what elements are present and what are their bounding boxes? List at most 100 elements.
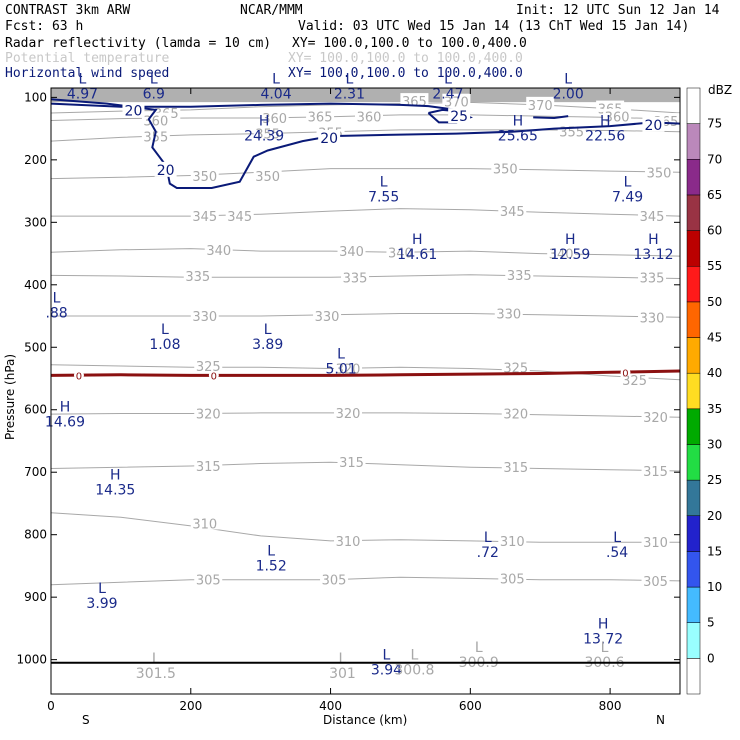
marker-value: 1.52 [256, 558, 287, 574]
field-potential-temperature-xy: XY= 100.0,100.0 to 100.0,400.0 [288, 51, 523, 66]
theta-label-bg [190, 308, 219, 323]
theta-label-bg [141, 112, 170, 127]
theta-label-bg [638, 269, 667, 284]
plot-background [51, 88, 680, 694]
colorbar-swatch [686, 265, 701, 303]
marker-low: L [380, 175, 388, 191]
marker-low: L [601, 640, 609, 656]
marker-value: .54 [606, 545, 628, 561]
marker-low: L [150, 72, 158, 88]
marker-value: 7.55 [368, 190, 399, 206]
marker-value: 300.8 [394, 663, 434, 679]
theta-label-bg [194, 571, 223, 586]
colorbar-swatch [686, 87, 701, 124]
colorbar-level-label: 60 [707, 224, 722, 238]
theta-label: 365 [402, 95, 427, 110]
theta-label: 320 [503, 407, 528, 422]
theta-label-bg [204, 241, 233, 256]
field-radar-reflectivity-xy: XY= 100.0,100.0 to 100.0,400.0 [292, 36, 527, 51]
theta-label-bg [603, 108, 632, 123]
colorbar-level-label: 45 [707, 331, 722, 345]
colorbar-level-label: 25 [707, 473, 722, 487]
theta-label-bg [183, 268, 212, 283]
marker-value: 25.65 [498, 128, 538, 144]
theta-label: 360 [143, 114, 168, 129]
wind-label-bg [642, 116, 665, 132]
theta-label-bg [494, 305, 523, 320]
marker-high: H [600, 113, 611, 129]
theta-label: 330 [192, 310, 217, 325]
theta-label-bg [194, 457, 223, 472]
theta-label: 310 [643, 536, 668, 551]
colorbar-swatch [686, 408, 701, 445]
zero-reflectivity-line: 0 0 0 [50, 368, 681, 382]
x-end-label-north: N [656, 713, 665, 727]
theta-label-bg [337, 454, 366, 469]
marker-value: 14.35 [95, 483, 135, 499]
theta-label: 370 [528, 99, 553, 114]
theta-label: 325 [196, 360, 221, 375]
field-radar-reflectivity: Radar reflectivity (lamda = 10 cm) [5, 36, 271, 51]
x-tick-label: 600 [459, 699, 482, 713]
colorbar-swatch [686, 337, 701, 374]
theta-label-bg [306, 108, 335, 123]
theta-label-bg [491, 160, 520, 175]
marker-high: H [412, 232, 423, 248]
theta-label: 335 [507, 269, 532, 284]
marker-low: L [613, 530, 621, 546]
theta-label: 340 [549, 248, 574, 263]
wind-label: 25 [450, 109, 468, 125]
theta-label-bg [190, 208, 219, 223]
marker-low: L [98, 581, 106, 597]
theta-label-bg [320, 571, 349, 586]
zero-label-bg [208, 371, 219, 380]
colorbar-swatch [686, 551, 701, 588]
theta-label-bg [498, 570, 527, 585]
marker-high: H [60, 400, 71, 416]
theta-label-bg [386, 244, 415, 259]
theta-label: 315 [196, 460, 221, 475]
wind-label-bg [122, 102, 145, 118]
marker-high: H [648, 232, 659, 248]
marker-value: 5.01 [325, 362, 356, 378]
theta-label: 360 [357, 111, 382, 126]
colorbar-level-label: 5 [707, 616, 715, 630]
colorbar-swatch [686, 622, 701, 659]
marker-high: H [513, 113, 524, 129]
forecast-hour: Fcst: 63 h [5, 19, 83, 34]
theta-label: 360 [605, 111, 630, 126]
theta-label: 355 [255, 128, 280, 143]
wind-label: 20 [320, 131, 338, 147]
theta-label-bg [547, 245, 576, 260]
theta-contour-345 [51, 208, 681, 217]
x-tick-label: 400 [319, 699, 342, 713]
plot-frame [50, 87, 681, 695]
theta-label-bg [645, 164, 674, 179]
y-tick-label: 900 [24, 590, 47, 604]
colorbar-swatch [686, 444, 701, 481]
valid-time: Valid: 03 UTC Wed 15 Jan 14 (13 ChT Wed … [298, 19, 689, 34]
colorbar-level-label: 35 [707, 402, 722, 416]
colorbar-swatch [686, 372, 701, 410]
theta-label: 330 [496, 308, 521, 323]
wind-contour-20-0 [50, 98, 681, 189]
theta-label: 350 [192, 170, 217, 185]
wind-label-bg [154, 161, 177, 177]
model-title: CONTRAST 3km ARW [5, 3, 130, 18]
colorbar-level-label: 40 [707, 366, 722, 380]
theta-label: 330 [315, 310, 340, 325]
theta-label: 315 [503, 461, 528, 476]
theta-contour-310 [50, 512, 680, 543]
theta-label-bg [334, 360, 363, 375]
theta-label: 355 [143, 131, 168, 146]
colorbar-level-label: 30 [707, 437, 722, 451]
theta-label: 355 [559, 126, 584, 141]
theta-label-bg [190, 168, 219, 183]
y-tick-label: 800 [24, 528, 47, 542]
theta-label: 320 [643, 411, 668, 426]
colorbar-level-label: 20 [707, 509, 722, 523]
theta-label-bg [641, 534, 670, 549]
y-tick-label: 1000 [16, 653, 47, 667]
marker-low: L [383, 648, 391, 664]
wind-label-bg [448, 108, 471, 124]
